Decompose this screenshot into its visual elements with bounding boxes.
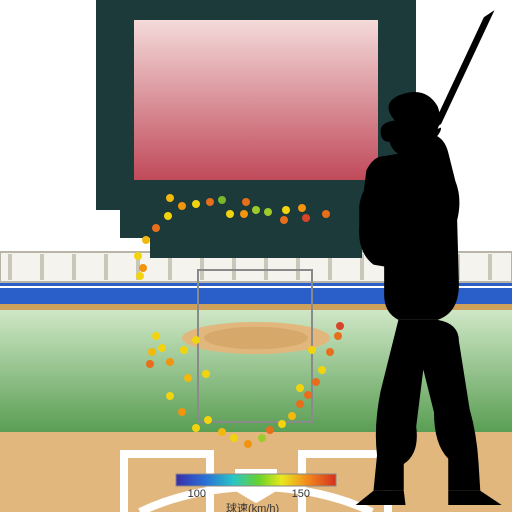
speed-legend: [0, 0, 512, 512]
legend-tick: 100: [188, 488, 206, 500]
legend-label: 球速(km/h): [226, 500, 279, 512]
pitch-location-chart: 100 150 球速(km/h): [0, 0, 512, 512]
legend-tick: 150: [292, 488, 310, 500]
